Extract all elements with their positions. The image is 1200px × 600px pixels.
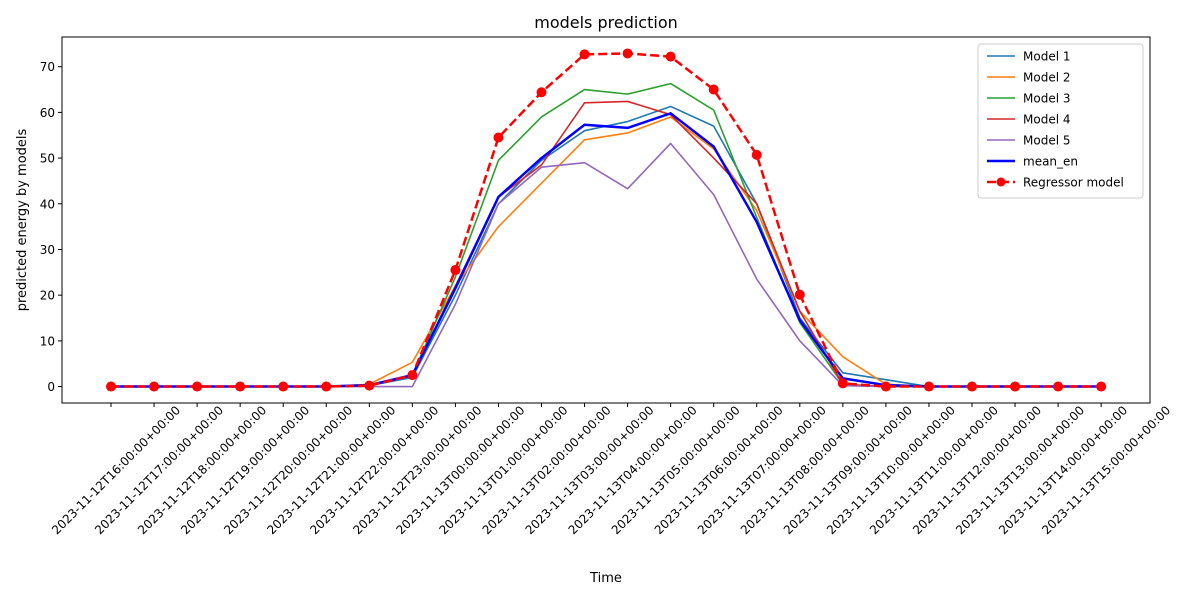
- data-point: [321, 381, 332, 392]
- series-line: [111, 112, 1102, 388]
- legend-item: Model 4: [987, 113, 1070, 127]
- x-axis-label: Time: [589, 571, 622, 586]
- data-point: [407, 370, 418, 381]
- legend-label: Model 4: [1023, 113, 1070, 127]
- y-tick-label: 50: [40, 152, 55, 166]
- data-point: [967, 381, 977, 392]
- legend-label: Model 5: [1023, 134, 1070, 148]
- data-point: [1096, 381, 1107, 392]
- series-regressor-model: [106, 48, 1107, 392]
- data-point: [364, 380, 375, 391]
- legend-item: Model 3: [987, 92, 1070, 106]
- data-point: [106, 381, 116, 392]
- plot-area: [106, 48, 1107, 392]
- data-point: [794, 289, 805, 300]
- data-point: [751, 149, 762, 160]
- y-axis-label: predicted energy by models: [15, 128, 30, 311]
- legend-marker: [996, 177, 1006, 187]
- legend-box: [977, 43, 1144, 199]
- legend: Model 1 Model 2 Model 3 Model 4 Model 5 mean_…: [977, 43, 1144, 199]
- data-point: [192, 381, 203, 392]
- data-point: [450, 265, 461, 276]
- y-tick-label: 20: [40, 289, 55, 303]
- data-point: [1053, 381, 1064, 392]
- data-point: [923, 381, 934, 392]
- data-point: [278, 381, 289, 392]
- data-point: [493, 132, 504, 143]
- legend-label: Regressor model: [1023, 176, 1124, 190]
- data-point: [880, 381, 891, 392]
- legend-item: Model 2: [987, 71, 1070, 85]
- y-tick-label: 10: [40, 334, 55, 348]
- y-tick-label: 30: [40, 243, 55, 257]
- y-tick-label: 70: [40, 60, 55, 74]
- legend-item: mean_en: [987, 155, 1078, 169]
- data-point: [708, 84, 719, 95]
- data-point: [235, 381, 246, 392]
- data-point: [579, 49, 590, 60]
- legend-label: mean_en: [1023, 155, 1078, 169]
- legend-item: Model 1: [987, 50, 1070, 64]
- legend-item: Model 5: [987, 134, 1070, 148]
- data-point: [149, 381, 160, 392]
- data-point: [1010, 381, 1021, 392]
- legend-label: Model 1: [1023, 50, 1070, 64]
- legend-label: Model 3: [1023, 92, 1070, 106]
- data-point: [665, 51, 676, 62]
- legend-label: Model 2: [1023, 71, 1070, 85]
- plot-frame: [61, 36, 1151, 404]
- y-tick-label: 60: [40, 106, 55, 120]
- data-point: [622, 48, 633, 59]
- y-tick-label: 0: [47, 380, 55, 394]
- legend-item: Regressor model: [987, 176, 1124, 190]
- data-point: [837, 378, 848, 389]
- chart-title: models prediction: [534, 13, 678, 32]
- data-point: [536, 87, 547, 98]
- y-tick-label: 40: [40, 197, 55, 211]
- series-mean-en: [111, 112, 1102, 388]
- series-line: [111, 52, 1102, 388]
